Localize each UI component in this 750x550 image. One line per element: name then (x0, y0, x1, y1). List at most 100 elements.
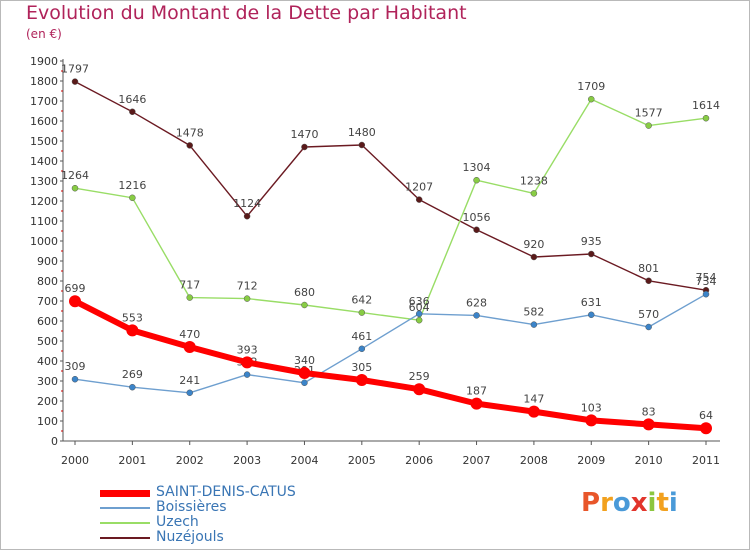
series-line (72, 298, 709, 432)
data-point (301, 379, 308, 387)
data-point (71, 78, 79, 85)
data-point (645, 122, 652, 129)
x-tick-label: 2006 (405, 454, 433, 467)
x-tick-label: 2005 (348, 454, 376, 467)
data-label: 582 (523, 306, 544, 319)
proxiti-logo: Proxiti (581, 488, 678, 518)
data-point (129, 194, 136, 202)
y-tick-label: 100 (37, 415, 58, 428)
data-point (700, 422, 712, 435)
data-point (301, 301, 308, 309)
data-point (298, 367, 311, 379)
data-label: 1124 (233, 197, 261, 210)
data-point (588, 95, 595, 103)
data-label: 920 (523, 238, 544, 251)
y-tick-label: 1800 (30, 75, 58, 88)
data-point (129, 108, 136, 116)
data-label: 1216 (118, 179, 146, 192)
x-tick-label: 2008 (520, 454, 548, 467)
series-line (74, 98, 707, 321)
series-line (74, 293, 707, 394)
y-tick-label: 400 (37, 355, 58, 368)
y-tick-label: 1000 (30, 235, 58, 248)
data-point (473, 176, 480, 184)
data-point (530, 253, 538, 261)
x-tick-label: 2002 (176, 454, 204, 467)
y-tick-label: 900 (37, 255, 58, 268)
data-point (71, 375, 79, 383)
data-label: 103 (581, 401, 602, 414)
legend-swatch (100, 507, 150, 509)
data-label: 1614 (692, 99, 720, 112)
legend-label: SAINT-DENIS-CATUS (156, 484, 296, 500)
data-label: 631 (581, 296, 602, 309)
data-point (530, 321, 538, 328)
data-point (415, 310, 423, 318)
data-label: 754 (696, 271, 717, 284)
data-point (588, 250, 595, 258)
data-label: 309 (65, 360, 86, 373)
y-tick-label: 1700 (30, 95, 58, 108)
y-tick-label: 700 (37, 295, 58, 308)
x-tick-label: 2001 (118, 454, 146, 467)
data-point (585, 414, 598, 427)
data-point (186, 294, 193, 301)
data-point (473, 312, 480, 319)
y-tick-label: 1100 (30, 215, 58, 228)
logo-letter: P (581, 488, 601, 518)
data-point (415, 316, 423, 324)
logo-letter: x (630, 488, 648, 518)
data-point (243, 295, 251, 302)
data-label: 393 (237, 343, 258, 356)
data-label: 628 (466, 296, 487, 309)
logo-letter: i (668, 488, 678, 518)
legend-label: Boissières (156, 499, 227, 515)
data-label: 935 (581, 235, 602, 248)
y-tick-label: 800 (37, 275, 58, 288)
data-point (642, 418, 655, 431)
data-point (415, 196, 423, 203)
data-point (358, 141, 366, 149)
y-tick-label: 1400 (30, 155, 58, 168)
data-point (470, 397, 483, 410)
legend-label: Uzech (156, 514, 199, 530)
data-point (413, 383, 426, 396)
data-label: 712 (237, 280, 258, 293)
data-point (129, 383, 136, 391)
data-point (243, 212, 251, 220)
data-label: 553 (122, 311, 143, 324)
data-label: 259 (409, 370, 430, 383)
data-point (186, 142, 193, 149)
y-tick-label: 1300 (30, 175, 58, 188)
y-tick-label: 200 (37, 395, 58, 408)
data-label: 604 (409, 301, 430, 314)
data-point (186, 389, 193, 397)
logo-letter: o (612, 488, 631, 518)
legend-swatch (100, 537, 150, 539)
data-label: 1470 (290, 128, 318, 141)
y-tick-label: 300 (37, 375, 58, 388)
data-point (702, 290, 710, 298)
x-tick-label: 2004 (290, 454, 318, 467)
data-point (71, 184, 79, 192)
data-label: 1709 (577, 80, 605, 93)
legend-swatch (100, 489, 150, 497)
data-point (527, 405, 540, 418)
legend-label: Nuzéjouls (156, 529, 224, 545)
data-point (473, 226, 480, 234)
data-point (645, 277, 652, 285)
y-tick-label: 600 (37, 315, 58, 328)
data-label: 1478 (176, 126, 204, 139)
y-tick-label: 1500 (30, 135, 58, 148)
logo-letter: t (656, 488, 669, 518)
logo-letter: r (600, 488, 613, 518)
x-tick-label: 2000 (61, 454, 89, 467)
data-point (358, 309, 366, 316)
data-point (355, 374, 368, 386)
data-point (126, 324, 139, 337)
x-tick-label: 2007 (463, 454, 491, 467)
data-label: 187 (466, 385, 487, 398)
data-label: 1304 (463, 161, 491, 174)
data-label: 305 (351, 361, 372, 374)
